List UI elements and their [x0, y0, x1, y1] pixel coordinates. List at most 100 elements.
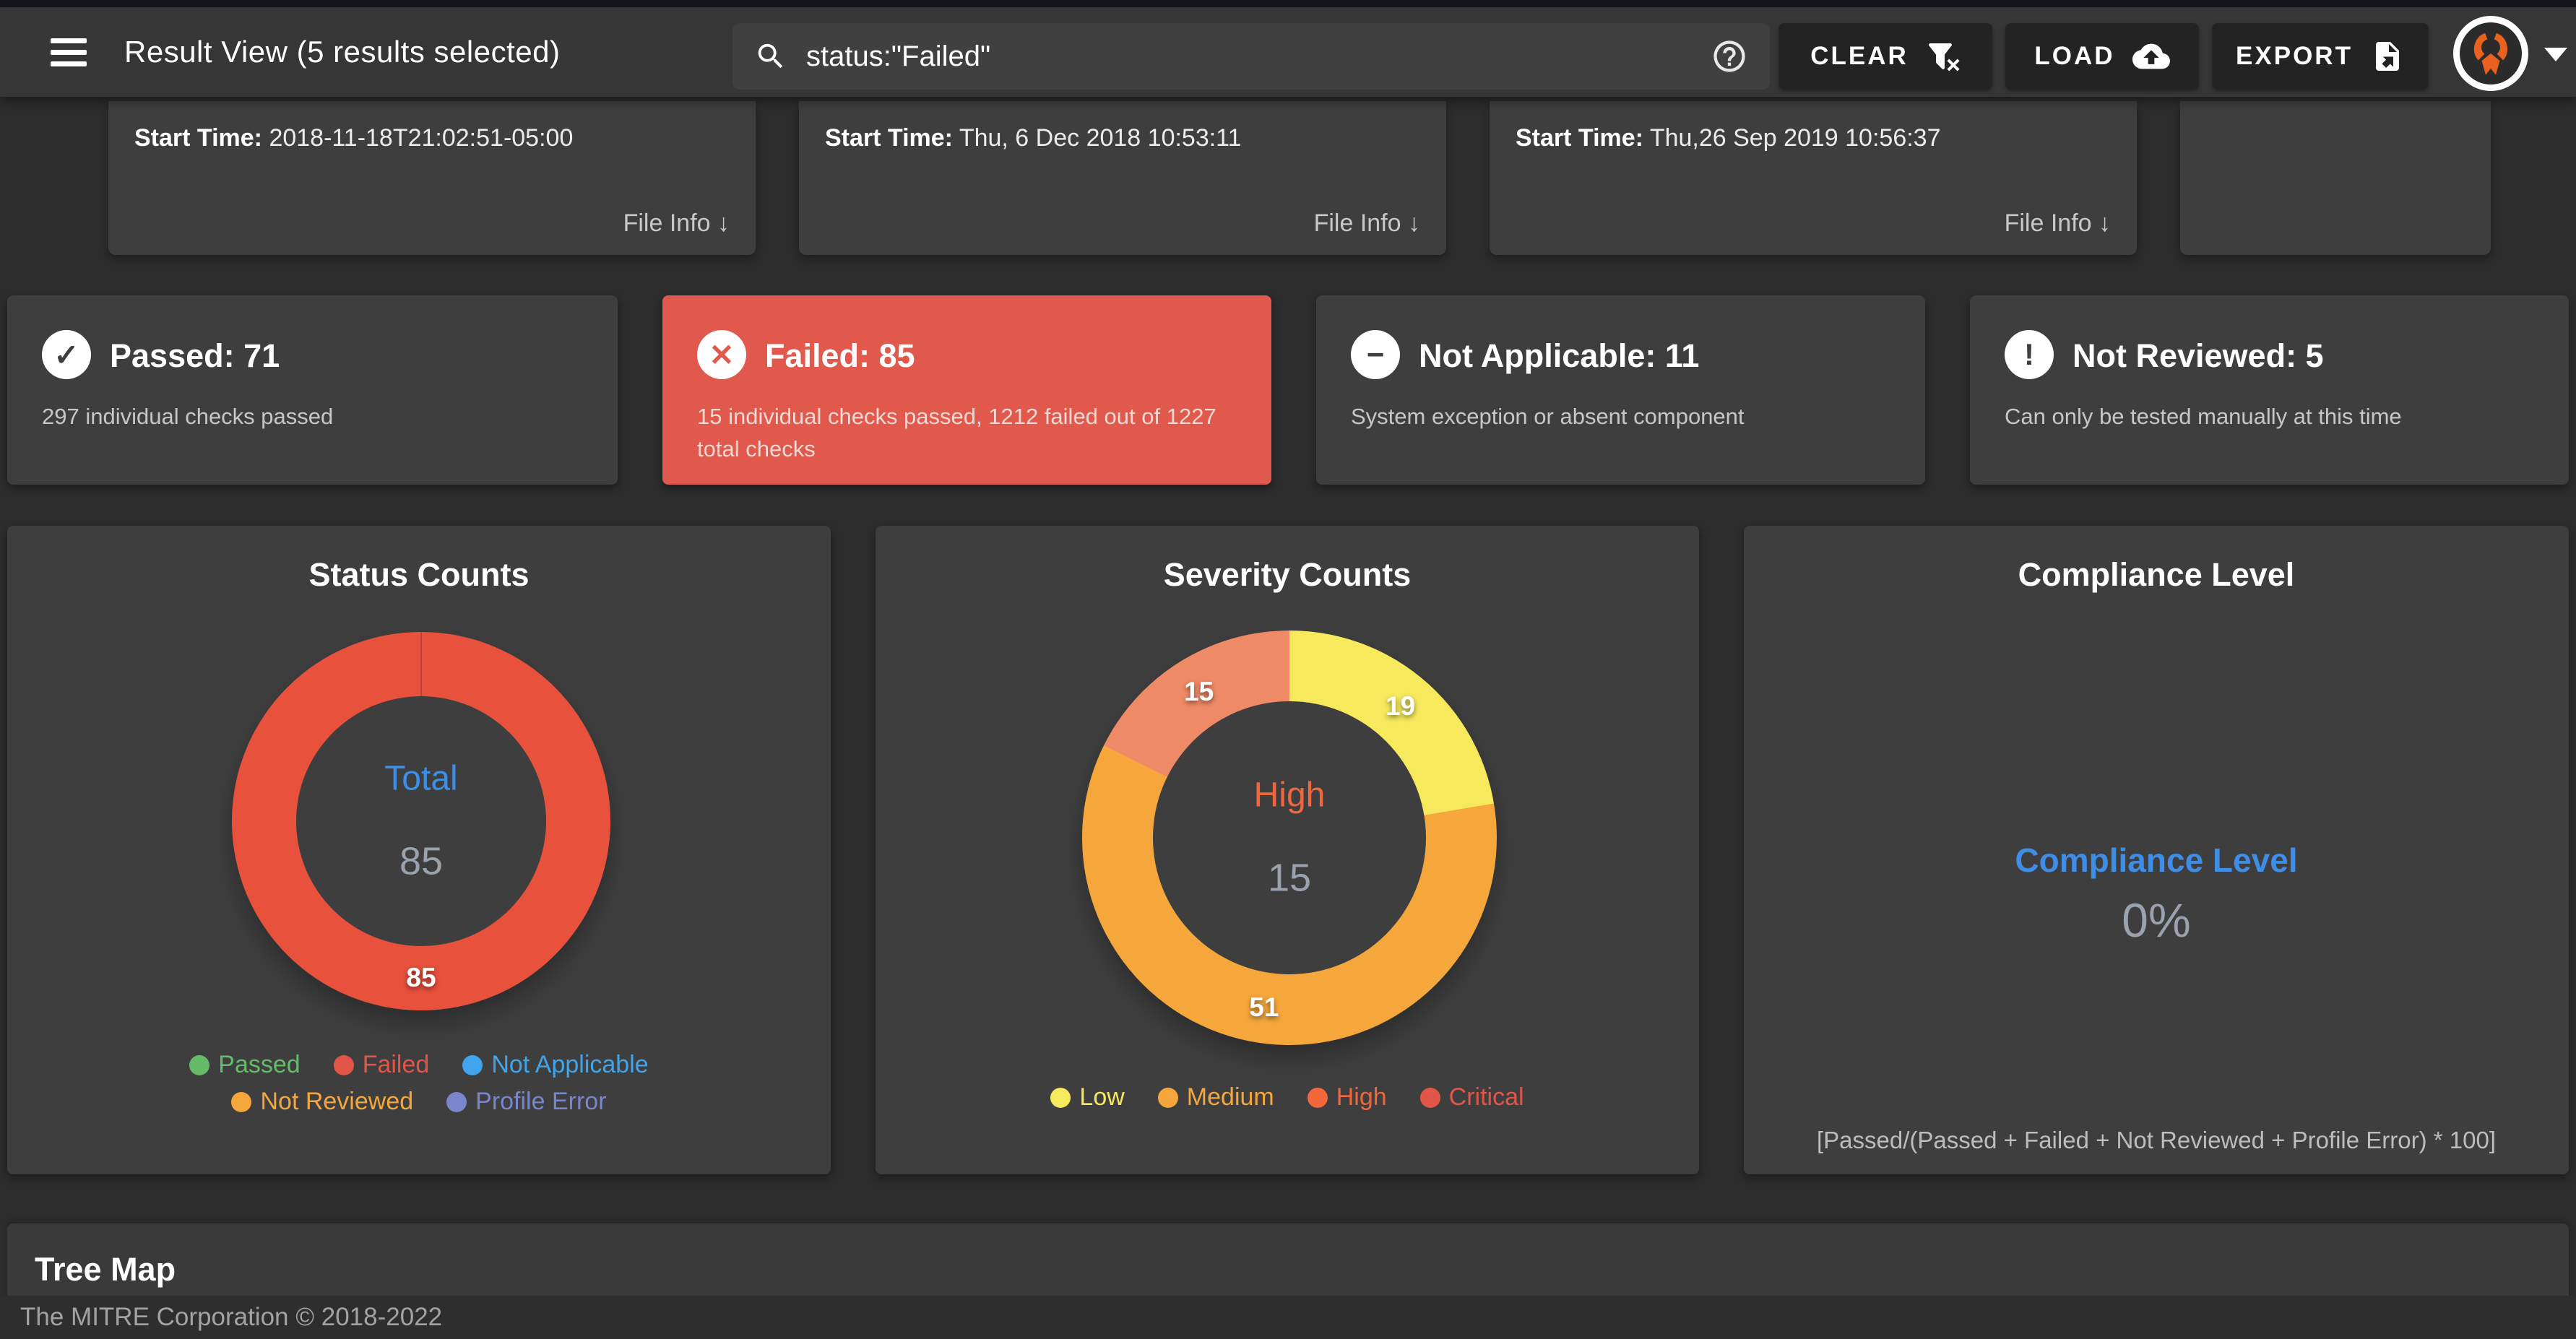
icon-glyph: ✕	[709, 337, 735, 372]
search-bar[interactable]	[732, 23, 1770, 90]
donut-center-text: High 15	[1254, 776, 1326, 901]
donut-center-label: High	[1253, 776, 1326, 815]
file-info-link[interactable]: File Info ↓	[2004, 209, 2111, 237]
search-icon	[758, 43, 783, 69]
donut-center-value: 15	[1267, 856, 1312, 900]
legend-dot	[446, 1091, 467, 1112]
status-title: Not Applicable: 11	[1419, 337, 1700, 374]
chart-title: Severity Counts	[1163, 556, 1412, 593]
tree-map-title: Tree Map	[35, 1251, 176, 1288]
severity-counts-panel: Severity Counts High 15 19 51 15 Low Medium…	[876, 526, 1699, 1174]
status-subtitle: 15 individual checks passed, 1212 failed…	[697, 404, 1216, 462]
compliance-gauge: Compliance Level 0%	[1744, 841, 2569, 948]
donut-slice-label: 19	[1386, 691, 1416, 722]
legend-label: Passed	[218, 1051, 301, 1078]
exclamation-circle-icon: !	[2005, 330, 2054, 379]
legend-item-profile-error[interactable]: Profile Error	[446, 1088, 607, 1116]
legend-label: High	[1336, 1083, 1387, 1111]
status-subtitle: Can only be tested manually at this time	[2005, 404, 2402, 429]
file-card: Start Time: Thu, 6 Dec 2018 10:53:11 Fil…	[799, 101, 1446, 255]
legend-item-high[interactable]: High	[1307, 1083, 1387, 1112]
start-time: Start Time: Thu, 6 Dec 2018 10:53:11	[825, 124, 1420, 152]
donut-center-label: Total	[384, 759, 458, 798]
start-time-label: Start Time:	[134, 124, 262, 152]
user-avatar[interactable]	[2453, 16, 2528, 91]
legend-item-medium[interactable]: Medium	[1157, 1083, 1274, 1112]
status-legend: Passed Failed Not Applicable Not Reviewed Pr…	[137, 1051, 701, 1116]
legend-label: Low	[1079, 1083, 1125, 1111]
donut-slice-label: 15	[1184, 676, 1214, 706]
donut-center-value: 85	[399, 839, 444, 883]
compliance-formula: [Passed/(Passed + Failed + Not Reviewed …	[1816, 1127, 2497, 1153]
legend-dot	[1050, 1087, 1071, 1108]
failed-status-card[interactable]: ✕ Failed: 85 15 individual checks passed…	[662, 295, 1271, 485]
donut-slice-label: 51	[1249, 992, 1279, 1023]
start-time: Start Time: Thu,26 Sep 2019 10:56:37	[1516, 124, 2111, 152]
app-bar: Result View (5 results selected) CLEAR L…	[0, 7, 2576, 97]
file-card	[2180, 101, 2491, 255]
menu-icon[interactable]	[51, 32, 87, 73]
slice-divider	[420, 632, 422, 698]
x-circle-icon: ✕	[697, 330, 746, 379]
clear-button-label: CLEAR	[1810, 42, 1909, 70]
severity-legend: Low Medium High Critical	[904, 1083, 1670, 1112]
legend-dot	[333, 1054, 354, 1075]
legend-item-not-applicable[interactable]: Not Applicable	[462, 1051, 649, 1079]
cloud-upload-icon	[2132, 43, 2170, 69]
legend-label: Medium	[1186, 1083, 1274, 1111]
status-title: Not Reviewed: 5	[2073, 337, 2324, 374]
file-export-icon	[2375, 42, 2399, 71]
minus-circle-icon: −	[1351, 330, 1400, 379]
clear-button[interactable]: CLEAR	[1778, 23, 1992, 90]
status-subtitle: System exception or absent component	[1351, 404, 1745, 429]
avatar-dropdown-caret[interactable]	[2544, 48, 2567, 61]
icon-glyph: !	[2024, 337, 2034, 371]
file-info-link[interactable]: File Info ↓	[1313, 209, 1420, 237]
copyright-text: The MITRE Corporation © 2018-2022	[20, 1303, 443, 1331]
status-counts-donut[interactable]: Total 85 85	[232, 632, 610, 1010]
legend-dot	[1307, 1087, 1328, 1108]
passed-status-card[interactable]: ✓ Passed: 71 297 individual checks passe…	[7, 295, 618, 485]
filter-remove-icon	[1928, 43, 1960, 72]
legend-label: Not Reviewed	[260, 1088, 414, 1115]
donut-slice-label: 85	[406, 963, 436, 992]
chart-title: Compliance Level	[2018, 556, 2295, 593]
start-time-value: Thu,26 Sep 2019 10:56:37	[1649, 124, 1941, 152]
window-top-strip	[0, 0, 2576, 7]
start-time-value: 2018-11-18T21:02:51-05:00	[269, 124, 574, 152]
export-button[interactable]: EXPORT	[2212, 23, 2429, 90]
icon-glyph: −	[1366, 337, 1385, 371]
legend-item-failed[interactable]: Failed	[333, 1051, 429, 1079]
legend-label: Profile Error	[475, 1088, 607, 1115]
help-icon[interactable]	[1711, 38, 1748, 75]
check-circle-icon: ✓	[42, 330, 91, 379]
chart-title: Status Counts	[308, 556, 530, 593]
severity-counts-donut[interactable]: High 15 19 51 15	[1082, 630, 1497, 1045]
load-button[interactable]: LOAD	[2005, 23, 2199, 90]
legend-dot	[1419, 1087, 1440, 1108]
footer-bar: The MITRE Corporation © 2018-2022	[0, 1296, 2576, 1339]
legend-dot	[231, 1091, 252, 1112]
not-applicable-status-card[interactable]: − Not Applicable: 11 System exception or…	[1316, 295, 1925, 485]
search-input[interactable]	[806, 40, 1711, 73]
compliance-label: Compliance Level	[2015, 841, 2298, 879]
legend-item-passed[interactable]: Passed	[189, 1051, 301, 1079]
heimdall-logo-icon	[2473, 32, 2508, 75]
not-reviewed-status-card[interactable]: ! Not Reviewed: 5 Can only be tested man…	[1970, 295, 2569, 485]
donut-hole	[296, 696, 546, 946]
compliance-value: 0%	[2122, 893, 2191, 947]
legend-item-low[interactable]: Low	[1050, 1083, 1125, 1112]
file-info-link[interactable]: File Info ↓	[623, 209, 730, 237]
donut-hole	[1153, 701, 1426, 974]
legend-item-critical[interactable]: Critical	[1419, 1083, 1524, 1112]
start-time: Start Time: 2018-11-18T21:02:51-05:00	[134, 124, 730, 152]
status-title: Passed: 71	[110, 337, 280, 374]
donut-center-text: Total 85	[384, 759, 457, 884]
icon-glyph: ✓	[53, 337, 79, 372]
start-time-label: Start Time:	[825, 124, 953, 152]
file-card: Start Time: 2018-11-18T21:02:51-05:00 Fi…	[108, 101, 756, 255]
export-button-label: EXPORT	[2236, 42, 2353, 70]
legend-dot	[462, 1054, 483, 1075]
compliance-level-panel: Compliance Level Compliance Level 0% [Pa…	[1744, 526, 2569, 1174]
legend-item-not-reviewed[interactable]: Not Reviewed	[231, 1088, 413, 1116]
